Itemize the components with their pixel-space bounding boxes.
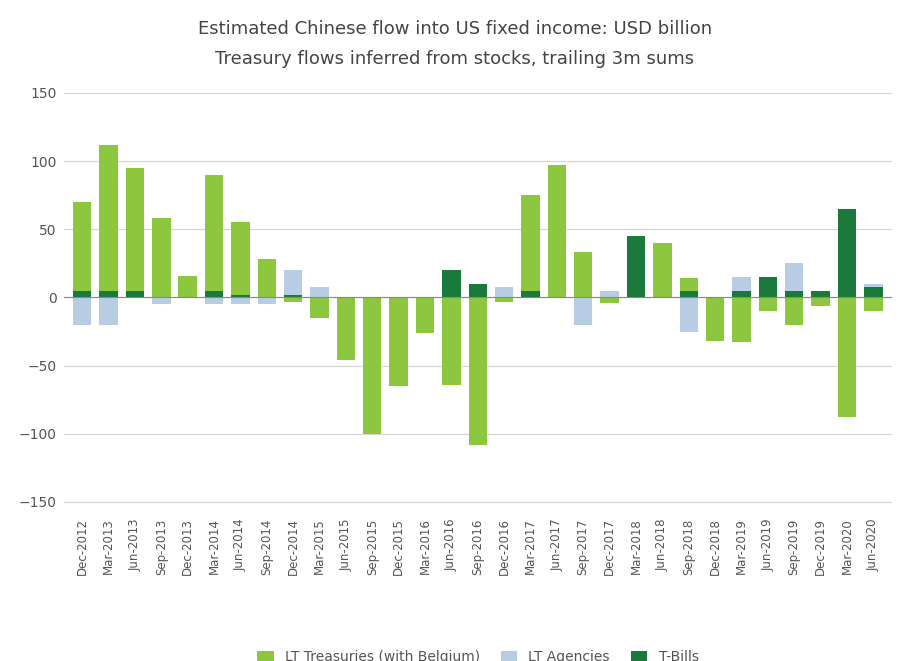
Bar (733, 297, 751, 342)
Bar (258, 297, 276, 304)
Bar (310, 287, 329, 297)
Text: Estimated Chinese flow into US fixed income: USD billion: Estimated Chinese flow into US fixed inc… (198, 20, 712, 38)
Bar (469, 284, 487, 297)
Bar (521, 195, 540, 297)
Bar (416, 297, 434, 304)
Bar (442, 297, 460, 385)
Bar (73, 291, 91, 297)
Bar (601, 297, 619, 303)
Bar (521, 291, 540, 297)
Bar (258, 259, 276, 297)
Bar (126, 277, 144, 297)
Bar (178, 276, 197, 297)
Bar (601, 291, 619, 297)
Bar (389, 297, 408, 304)
Bar (785, 291, 804, 297)
Bar (205, 297, 223, 304)
Bar (812, 297, 830, 305)
Bar (812, 291, 830, 297)
Bar (653, 291, 672, 297)
Bar (812, 291, 830, 297)
Bar (785, 263, 804, 297)
Bar (363, 297, 381, 434)
Bar (627, 243, 645, 297)
Bar (864, 287, 883, 297)
Bar (205, 175, 223, 297)
Bar (469, 297, 487, 318)
Bar (838, 243, 856, 297)
Bar (469, 297, 487, 445)
Bar (495, 287, 513, 297)
Bar (152, 297, 170, 304)
Bar (627, 236, 645, 297)
Bar (178, 291, 197, 297)
Bar (284, 270, 302, 297)
Bar (310, 297, 329, 318)
Bar (442, 270, 460, 297)
Bar (759, 277, 777, 297)
Bar (442, 297, 460, 311)
Bar (126, 291, 144, 297)
Bar (495, 297, 513, 301)
Bar (126, 168, 144, 297)
Bar (706, 297, 724, 341)
Bar (680, 291, 698, 297)
Bar (337, 297, 355, 360)
Bar (759, 297, 777, 311)
Bar (99, 291, 117, 297)
Bar (627, 278, 645, 297)
Bar (205, 291, 223, 297)
Bar (733, 277, 751, 297)
Bar (284, 297, 302, 301)
Bar (864, 284, 883, 297)
Bar (73, 202, 91, 297)
Bar (231, 297, 249, 304)
Bar (521, 291, 540, 297)
Bar (574, 253, 592, 297)
Bar (231, 295, 249, 297)
Bar (733, 291, 751, 297)
Bar (706, 297, 724, 332)
Bar (363, 297, 381, 304)
Bar (653, 243, 672, 297)
Bar (864, 297, 883, 311)
Bar (416, 297, 434, 333)
Bar (152, 218, 170, 297)
Bar (574, 297, 592, 325)
Bar (337, 297, 355, 311)
Bar (680, 297, 698, 332)
Bar (548, 291, 566, 297)
Bar (231, 223, 249, 297)
Bar (99, 297, 117, 325)
Bar (389, 297, 408, 386)
Bar (548, 165, 566, 297)
Bar (73, 297, 91, 325)
Bar (838, 297, 856, 418)
Bar (838, 209, 856, 297)
Text: Treasury flows inferred from stocks, trailing 3m sums: Treasury flows inferred from stocks, tra… (216, 50, 694, 67)
Bar (759, 277, 777, 297)
Bar (284, 295, 302, 297)
Bar (99, 145, 117, 297)
Bar (785, 297, 804, 325)
Legend: LT Treasuries (with Belgium), LT Agencies, T-Bills: LT Treasuries (with Belgium), LT Agencie… (251, 644, 704, 661)
Bar (680, 278, 698, 297)
